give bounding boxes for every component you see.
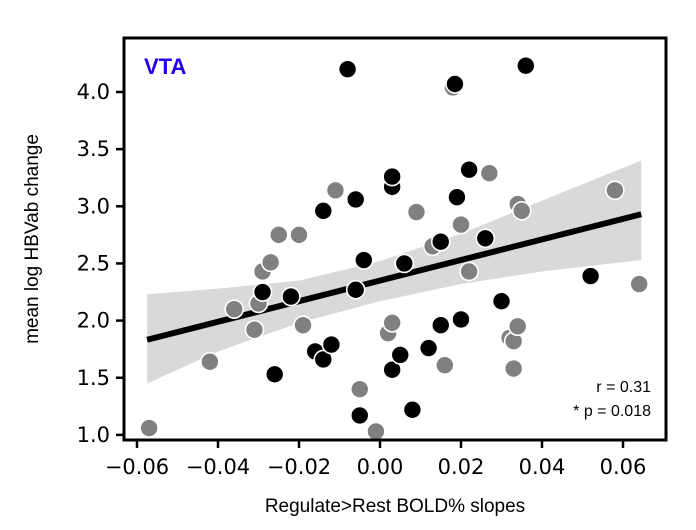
y-tick-label: 1.0: [77, 423, 110, 447]
data-point-group-black: [281, 286, 301, 307]
data-point-group-gray: [139, 418, 159, 438]
data-point-group-black: [353, 250, 374, 270]
data-point-group-black: [252, 282, 273, 302]
y-axis: 1.0 1.5 2.0 2.5 3.0 3.5 4.0: [77, 80, 124, 447]
data-point-group-black: [390, 345, 411, 365]
data-point-group-black: [345, 279, 366, 300]
data-point-group-black: [475, 228, 496, 249]
data-point-group-black: [580, 266, 601, 286]
data-point-group-gray: [224, 299, 244, 319]
data-point-group-black: [313, 201, 334, 221]
data-point-group-black: [402, 399, 423, 420]
y-axis-label: mean log HBVab change: [22, 134, 43, 344]
data-point-group-gray: [382, 313, 402, 333]
data-point-group-gray: [349, 379, 370, 399]
regression-line-layer: [146, 211, 642, 343]
y-tick-label: 2.5: [77, 251, 110, 275]
data-point-group-black: [430, 231, 451, 252]
data-point-group-black: [491, 291, 512, 311]
data-point-group-black: [451, 309, 471, 330]
data-point-group-black: [394, 253, 415, 274]
data-point-group-gray: [479, 163, 500, 183]
y-tick-label: 4.0: [77, 80, 110, 104]
y-tick-label: 2.0: [77, 309, 110, 333]
regression-line: [146, 211, 642, 343]
data-point-group-gray: [503, 358, 524, 379]
data-point-group-gray: [260, 252, 281, 273]
data-point-group-black: [447, 187, 467, 207]
data-point-group-black: [515, 55, 536, 76]
data-point-group-black: [321, 334, 342, 355]
data-point-group-black: [337, 59, 358, 79]
data-point-group-gray: [244, 319, 265, 340]
data-point-group-gray: [629, 274, 650, 294]
x-tick-label: −0.06: [105, 455, 169, 479]
data-point-group-gray: [289, 225, 309, 245]
panel-title: VTA: [144, 54, 186, 79]
data-point-group-gray: [406, 202, 427, 222]
data-point-group-gray: [268, 225, 289, 245]
p-annotation: * p = 0.018: [573, 403, 651, 420]
data-point-group-black: [430, 315, 451, 335]
data-point-group-black: [382, 359, 402, 380]
x-tick-label: −0.04: [186, 455, 250, 479]
data-point-group-gray: [434, 355, 455, 375]
x-tick-label: 0.06: [600, 455, 647, 479]
plot-frame: [122, 36, 668, 442]
y-tick-label: 1.5: [77, 366, 110, 390]
x-axis: −0.06 −0.04 −0.02 0.00 0.02 0.04 0.06: [105, 440, 647, 479]
x-tick-label: 0.02: [438, 455, 485, 479]
data-point-group-black: [349, 405, 370, 426]
data-point-group-gray: [507, 316, 528, 337]
data-point-group-black: [345, 189, 366, 210]
data-point-group-gray: [605, 180, 625, 201]
r-annotation: r = 0.31: [596, 379, 651, 396]
y-tick-label: 3.5: [77, 137, 110, 161]
data-point-group-black: [459, 159, 479, 180]
data-point-group-gray: [325, 180, 346, 201]
y-tick-label: 3.0: [77, 194, 110, 218]
data-point-group-black: [418, 338, 439, 358]
x-tick-label: 0.00: [357, 455, 404, 479]
x-tick-label: −0.02: [267, 455, 331, 479]
x-axis-label: Regulate>Rest BOLD% slopes: [265, 496, 525, 517]
data-point-group-gray: [511, 201, 532, 221]
data-point-group-gray: [459, 261, 479, 282]
data-point-group-black: [382, 166, 402, 187]
data-point-group-gray: [366, 421, 386, 442]
data-point-group-gray: [293, 315, 313, 335]
data-point-group-black: [264, 364, 285, 385]
data-point-group-black: [313, 349, 334, 370]
data-point-group-gray: [451, 214, 471, 235]
data-point-group-black: [445, 74, 465, 94]
x-tick-label: 0.04: [519, 455, 566, 479]
data-point-group-gray: [200, 351, 220, 372]
points-layer: [139, 55, 650, 442]
